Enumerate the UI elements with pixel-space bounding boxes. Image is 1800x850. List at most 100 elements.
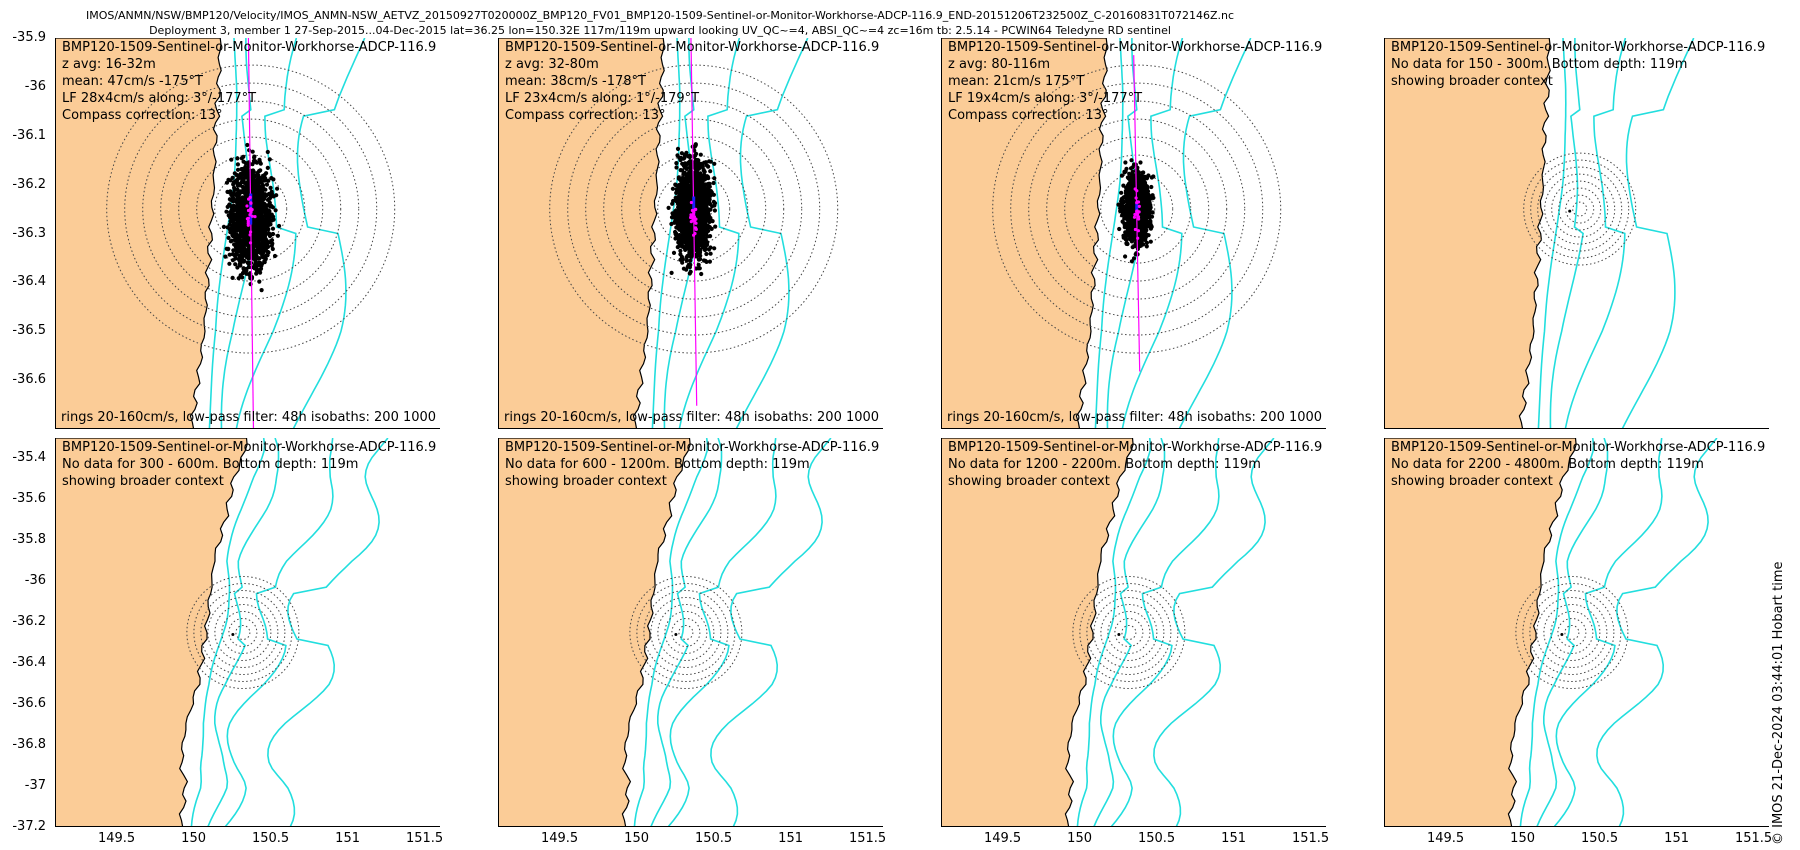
- isobath-line: [1549, 38, 1584, 429]
- velocity-point: [704, 228, 710, 233]
- velocity-point: [263, 227, 268, 232]
- velocity-point: [684, 224, 689, 229]
- isobath-line: [1596, 438, 1718, 827]
- speed-ring: [992, 64, 1282, 354]
- lf-point: [690, 208, 694, 213]
- speed-ring: [1093, 597, 1165, 668]
- velocity-point: [708, 251, 713, 256]
- velocity-point: [265, 217, 270, 222]
- velocity-point: [275, 233, 280, 238]
- velocity-point: [250, 162, 255, 167]
- velocity-point: [251, 179, 256, 184]
- velocity-point: [681, 156, 686, 161]
- lf-point: [248, 213, 252, 217]
- velocity-point: [689, 178, 694, 183]
- velocity-point: [693, 142, 698, 147]
- velocity-point: [270, 246, 275, 252]
- lf-point: [253, 215, 257, 219]
- x-tick-label: 149.5: [540, 831, 579, 846]
- panel-info-text: BMP120-1509-Sentinel-or-Monitor-Workhors…: [62, 39, 436, 124]
- isobath-line: [1564, 38, 1627, 429]
- map-canvas: [498, 438, 832, 827]
- velocity-point: [227, 261, 232, 266]
- velocity-point: [261, 186, 266, 192]
- y-tick-label: -35.4: [12, 450, 46, 466]
- velocity-point: [682, 240, 688, 245]
- isobath-line: [1178, 38, 1252, 429]
- velocity-point: [710, 219, 715, 224]
- x-tick-label: 151: [778, 831, 803, 846]
- speed-ring: [1522, 583, 1622, 682]
- isobath-line: [207, 438, 280, 827]
- velocity-point: [695, 234, 700, 239]
- speed-ring: [1028, 100, 1246, 318]
- x-tick-label: 150.5: [694, 831, 733, 846]
- velocity-point: [263, 210, 268, 215]
- velocity-point: [267, 157, 272, 162]
- panel-info-line: Compass correction: 13°: [62, 108, 223, 123]
- panel-info-line: showing broader context: [1391, 474, 1553, 489]
- velocity-point: [240, 208, 245, 213]
- velocity-point: [256, 213, 261, 218]
- velocity-point: [232, 235, 238, 240]
- velocity-point: [235, 210, 240, 215]
- velocity-point: [234, 199, 240, 204]
- velocity-point: [705, 213, 710, 218]
- velocity-point: [240, 203, 245, 208]
- velocity-point: [251, 169, 256, 174]
- panel-info-line: BMP120-1509-Sentinel-or-Monitor-Workhors…: [1391, 40, 1766, 55]
- speed-ring: [1100, 604, 1158, 661]
- panel-left-axis: [941, 38, 942, 429]
- velocity-point: [229, 157, 234, 162]
- speed-ring: [1572, 201, 1588, 217]
- panel-info-line: BMP120-1509-Sentinel-or-Monitor-Workhors…: [62, 40, 437, 55]
- speed-ring: [235, 625, 251, 640]
- velocity-point: [694, 187, 699, 193]
- speed-ring: [603, 118, 785, 300]
- velocity-point: [225, 204, 230, 209]
- velocity-point: [273, 208, 278, 213]
- velocity-point: [680, 257, 685, 262]
- velocity-point: [1139, 188, 1144, 193]
- speed-ring: [664, 611, 708, 654]
- velocity-point: [259, 288, 264, 293]
- velocity-point: [711, 180, 716, 186]
- land-area: [941, 38, 1108, 429]
- speed-ring: [1079, 583, 1179, 682]
- velocity-point: [269, 189, 274, 194]
- x-tick-label: 149.5: [97, 831, 136, 846]
- velocity-point: [243, 224, 248, 229]
- isobath-line: [190, 438, 266, 827]
- velocity-point: [235, 162, 240, 167]
- isobath-line: [235, 38, 298, 429]
- velocity-point: [683, 187, 688, 192]
- isobath-line: [735, 38, 809, 429]
- velocity-point: [265, 149, 270, 155]
- velocity-point: [272, 253, 278, 259]
- velocity-point: [264, 238, 269, 244]
- panel-info-line: mean: 47cm/s -175°T: [62, 74, 203, 89]
- isobath-line: [1076, 438, 1152, 827]
- velocity-point: [703, 236, 708, 241]
- velocity-point: [1131, 234, 1136, 239]
- velocity-point: [252, 155, 257, 160]
- velocity-point: [685, 244, 691, 249]
- velocity-point: [232, 253, 238, 258]
- lf-point: [691, 213, 695, 217]
- figure-title-line-2: Deployment 3, member 1 27-Sep-2015...04-…: [149, 24, 1171, 37]
- speed-ring: [1536, 597, 1608, 668]
- velocity-point: [1142, 210, 1147, 215]
- speed-ring: [186, 576, 300, 689]
- velocity-point: [1119, 173, 1125, 178]
- velocity-point: [676, 184, 681, 190]
- y-tick-label: -37.2: [12, 819, 46, 834]
- panel-bottom-axis: [55, 826, 440, 827]
- land-area: [55, 38, 222, 429]
- velocity-point: [696, 262, 701, 267]
- speed-ring: [678, 625, 694, 640]
- velocity-point: [221, 224, 226, 229]
- speed-ring: [1530, 159, 1630, 259]
- velocity-point: [1125, 241, 1130, 247]
- velocity-point: [699, 240, 704, 246]
- velocity-point: [1140, 221, 1145, 226]
